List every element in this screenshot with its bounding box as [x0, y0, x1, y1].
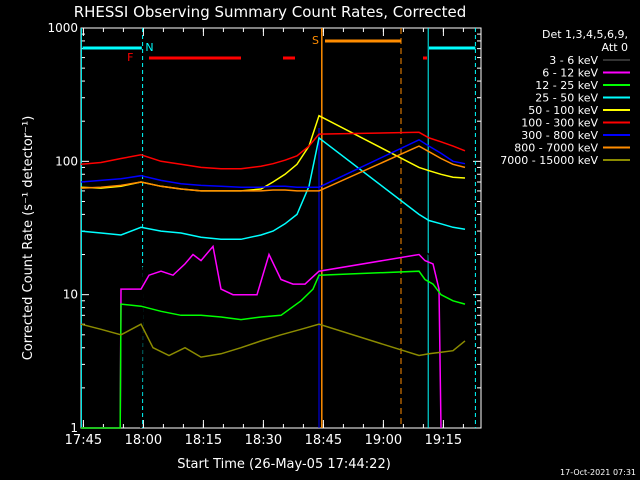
- legend-label-8: 7000 - 15000 keV: [500, 154, 598, 167]
- y-tick-label: 100: [55, 154, 78, 168]
- legend-header-line-2: Att 0: [602, 41, 628, 54]
- x-tick-label: 18:45: [305, 433, 342, 448]
- legend-label-6: 300 - 800 keV: [521, 129, 598, 142]
- legend-label-1: 6 - 12 keV: [542, 67, 598, 80]
- chart-title: RHESSI Observing Summary Count Rates, Co…: [74, 3, 467, 21]
- x-tick-label: 19:00: [365, 433, 402, 448]
- x-tick-label: 17:45: [65, 433, 102, 448]
- legend-label-0: 3 - 6 keV: [549, 54, 598, 67]
- series-line-4: [80, 114, 466, 192]
- annotation-f: F: [127, 51, 133, 64]
- x-tick-label: 18:15: [185, 433, 222, 448]
- x-tick-label: 18:00: [125, 433, 162, 448]
- series-line-6: [80, 138, 466, 188]
- y-tick-label: 10: [63, 288, 78, 302]
- series-line-8: [80, 323, 466, 358]
- legend-label-2: 12 - 25 keV: [535, 79, 598, 92]
- timestamp: 17-Oct-2021 07:31: [560, 468, 636, 477]
- series-line-1: [81, 244, 442, 429]
- y-tick-label: 1000: [47, 21, 78, 35]
- y-axis-label: Corrected Count Rate (s⁻¹ detector⁻¹): [21, 116, 36, 361]
- series-line-7: [80, 145, 466, 192]
- series-line-2: [81, 270, 466, 429]
- plot-area: 1 10 100 1000 17:45 18:00 18:15 18:30 18:45 19:00…: [47, 21, 482, 448]
- legend-label-3: 25 - 50 keV: [535, 92, 598, 105]
- series-line-5: [80, 131, 466, 170]
- y-tick-label: 1: [70, 421, 78, 435]
- legend-label-4: 50 - 100 keV: [528, 104, 598, 117]
- series-line-0: [81, 243, 439, 429]
- annotation-n: N: [145, 41, 153, 54]
- annotation-s: S: [312, 34, 319, 47]
- legend-label-5: 100 - 300 keV: [521, 117, 598, 130]
- legend-label-7: 800 - 7000 keV: [514, 142, 598, 155]
- x-tick-label: 19:15: [425, 433, 462, 448]
- legend-header-line-1: Det 1,3,4,5,6,9,: [542, 28, 628, 41]
- x-axis-label: Start Time (26-May-05 17:44:22): [177, 457, 391, 472]
- x-tick-label: 18:30: [245, 433, 282, 448]
- series-line-3: [80, 136, 466, 241]
